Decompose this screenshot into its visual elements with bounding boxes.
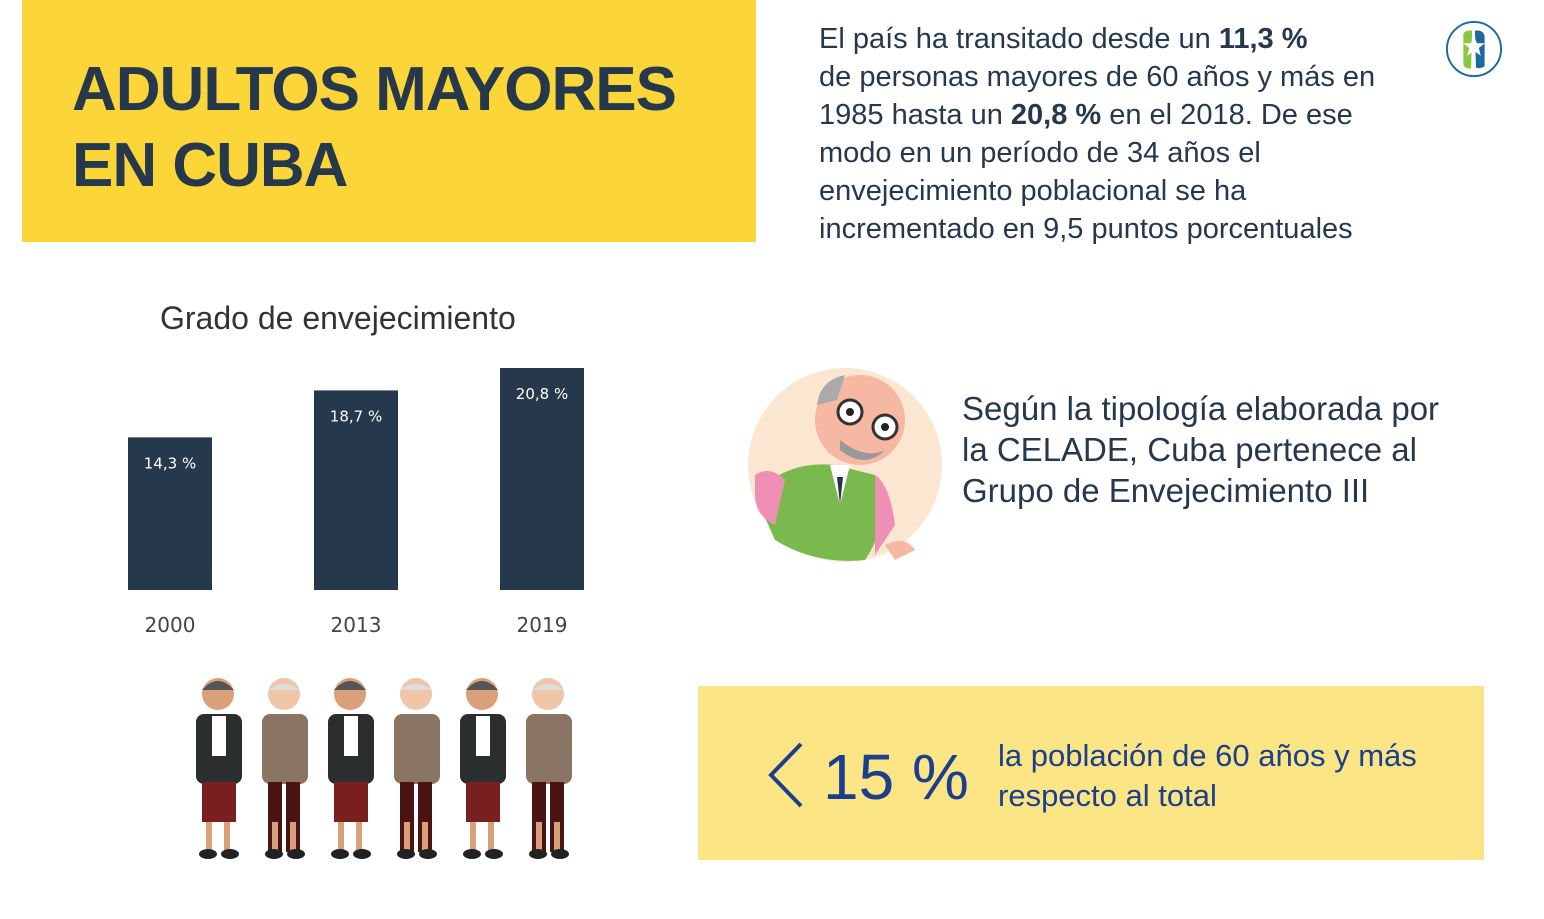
bar-2013	[314, 390, 398, 590]
x-tick-label: 2013	[331, 613, 382, 637]
x-tick-label: 2019	[517, 613, 568, 637]
elderly-group-illustration	[196, 678, 572, 859]
elderly-man-figure	[262, 678, 308, 859]
title-banner: ADULTOS MAYORES EN CUBA	[22, 0, 756, 242]
intro-text-3: en el 2018. De ese modo en un período de…	[819, 99, 1353, 245]
data-label: 20,8 %	[516, 385, 568, 403]
intro-paragraph: El país ha transitado desde un 11,3 % de…	[819, 20, 1419, 248]
bar-2019	[500, 368, 584, 590]
elderly-woman-figure	[196, 678, 242, 859]
x-tick-label: 2000	[145, 613, 196, 637]
bar-chart: 14,3 % 2000 18,7 % 2013 20,8 % 2019	[128, 368, 584, 637]
title-line-2: EN CUBA	[72, 131, 348, 200]
elderly-man-figure	[526, 678, 572, 859]
intro-text-1: El país ha transitado desde un	[819, 23, 1219, 55]
bar-2000	[128, 437, 212, 590]
celade-text: Según la tipología elaborada por la CELA…	[962, 390, 1440, 509]
chart-title: Grado de envejecimiento	[160, 300, 516, 336]
stat-description: la población de 60 años y más respecto a…	[998, 738, 1417, 813]
intro-text-2: de personas mayores de 60 años y más en …	[819, 61, 1376, 131]
stat-value: 15 %	[823, 741, 969, 813]
data-label: 14,3 %	[144, 454, 196, 472]
intro-value-2018: 20,8 %	[1010, 99, 1102, 131]
title-line-1: ADULTOS MAYORES	[72, 55, 677, 124]
stat-box	[698, 686, 1484, 860]
elderly-woman-figure	[328, 678, 374, 859]
elderly-man-illustration	[748, 368, 942, 562]
less-than-icon: <	[768, 742, 803, 808]
intro-value-1985: 11,3 %	[1218, 23, 1308, 55]
star-logo-icon	[1445, 20, 1503, 78]
elderly-man-figure	[394, 678, 440, 859]
page-title: ADULTOS MAYORES EN CUBA	[72, 52, 677, 204]
data-label: 18,7 %	[330, 407, 382, 425]
elderly-woman-figure	[460, 678, 506, 859]
